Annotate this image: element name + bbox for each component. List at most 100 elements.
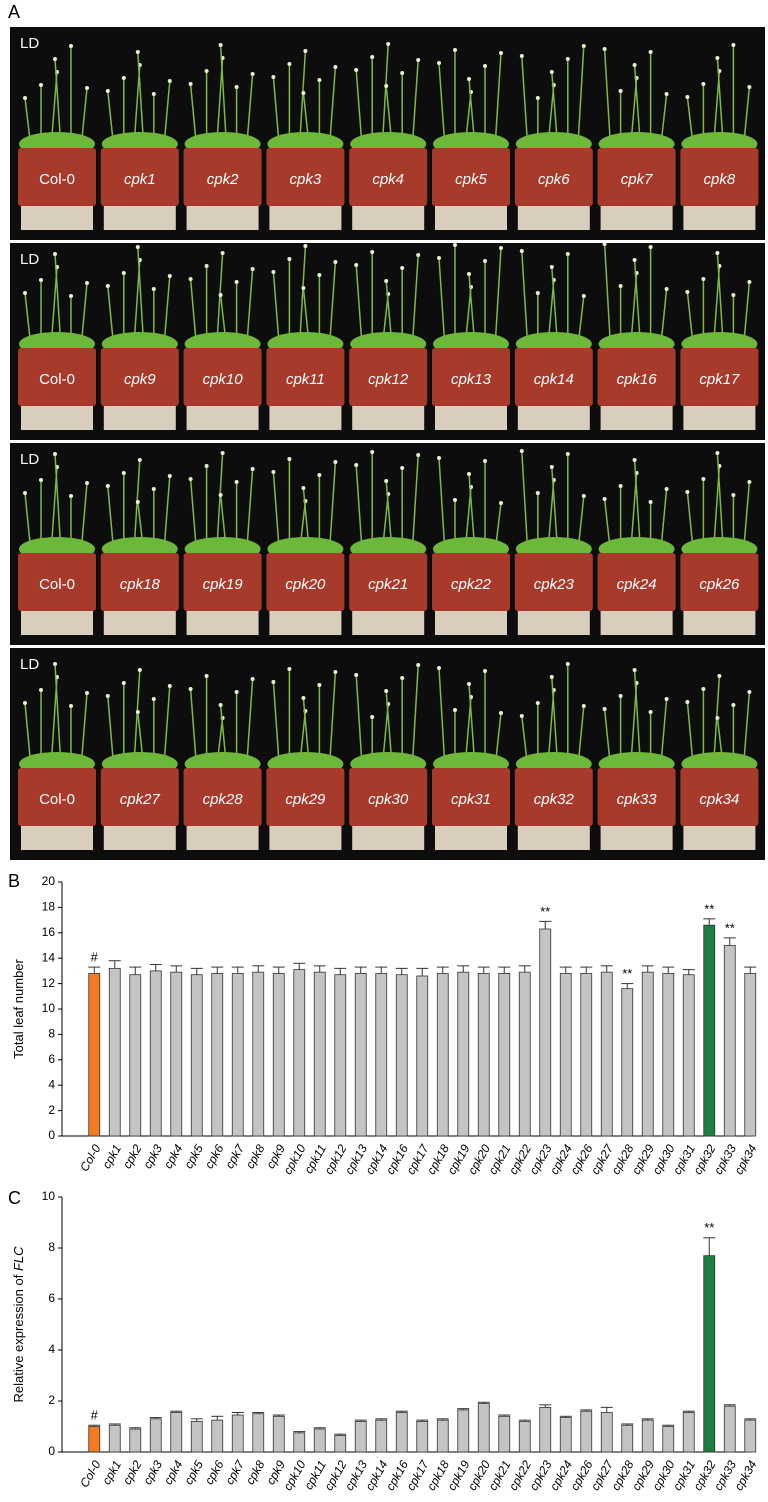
pot-label: cpk2 [207,171,239,188]
plant-flower [218,493,223,497]
pot [266,148,345,206]
plant-flower [333,65,338,69]
plant-flower [317,683,322,687]
error-bar [621,983,634,989]
pot-label: cpk7 [621,171,653,188]
plant-flower [581,44,586,48]
plant-flower [618,484,623,488]
error-bar [211,966,224,974]
error-bar [723,1404,736,1407]
plant-stem [603,243,612,349]
plant-flower [188,277,193,281]
pot-soil [600,611,673,635]
y-tick-label: 2 [48,1103,55,1117]
bar [682,974,695,1137]
bar [518,971,531,1137]
error-bar [682,1410,695,1413]
error-bar [641,965,654,973]
error-bar [313,965,326,973]
plant-flower [632,668,637,672]
y-tick-label: 6 [48,1052,55,1066]
error-bar [600,1406,613,1413]
pot-label: cpk30 [368,791,409,808]
photo-condition-label: LD [20,251,39,268]
pot-soil [600,206,673,230]
plant-stem [438,62,446,149]
bar [723,1405,736,1453]
error-bar [354,1419,367,1422]
plant-flower [105,484,110,488]
error-bar [211,1415,224,1421]
bar [518,1421,531,1453]
bar [88,973,101,1137]
plant-flower [85,691,89,695]
plant-flower [581,294,586,298]
x-tick-label: Col-0 [77,1142,104,1174]
bar [252,971,265,1137]
plant-flower [301,486,306,490]
plant-flower [317,273,322,277]
plant-flower [137,458,142,462]
plant-flower [416,453,421,457]
bar [477,1403,490,1453]
pot [432,148,510,206]
error-bar [662,966,675,974]
pot [432,348,510,406]
plant-flower [69,44,73,48]
pot-soil [186,611,259,635]
plant-stem [298,50,307,149]
error-bar [580,1409,593,1412]
plant-flower [581,494,586,498]
plant-flower [664,287,669,291]
plant-flower [39,688,43,692]
pot [100,348,179,406]
plant-stem [521,55,529,149]
plant-flower [701,477,706,481]
pot [100,148,179,206]
plant-stem [245,268,254,349]
pot-label: cpk27 [120,791,161,808]
plant-stem [438,257,446,349]
plant-flower [287,667,292,671]
pot-label: cpk16 [617,371,658,388]
plant-flower [250,267,255,271]
error-bar [641,1418,654,1421]
bar [129,1428,142,1453]
plant-flower [301,286,306,290]
plant-stem [245,678,254,769]
plant-flower [499,501,503,505]
plant-stem [716,452,725,554]
pot-label: cpk3 [290,171,322,188]
pot-label: cpk26 [699,576,740,593]
plant-flower [167,474,172,478]
plant-flower [23,701,27,705]
bar [108,967,121,1137]
plant-flower [519,449,524,453]
pot [597,348,676,406]
plant-flower [271,75,276,79]
bar [744,1419,757,1453]
pot-soil [517,206,590,230]
error-bar [662,1424,675,1427]
pot [183,348,262,406]
plant-stem [355,69,363,149]
bar [108,1424,121,1453]
plant-flower [188,477,193,481]
pot-label: cpk22 [451,576,492,593]
error-bar [539,1404,552,1408]
plant-flower [271,680,276,684]
plant-stem [603,48,612,149]
plant-stem [163,685,171,769]
significance-label: ** [622,966,632,981]
pot [514,553,593,611]
plant-flower [317,473,322,477]
plant-flower [204,264,209,268]
pot-label: cpk8 [704,171,736,188]
plant-flower [250,467,255,471]
panel-label: A [8,2,20,22]
plant-flower [23,96,27,100]
y-tick-label: 18 [42,900,56,914]
plant-stem [215,452,224,554]
plant-flower [632,63,637,67]
plant-flower [137,668,142,672]
